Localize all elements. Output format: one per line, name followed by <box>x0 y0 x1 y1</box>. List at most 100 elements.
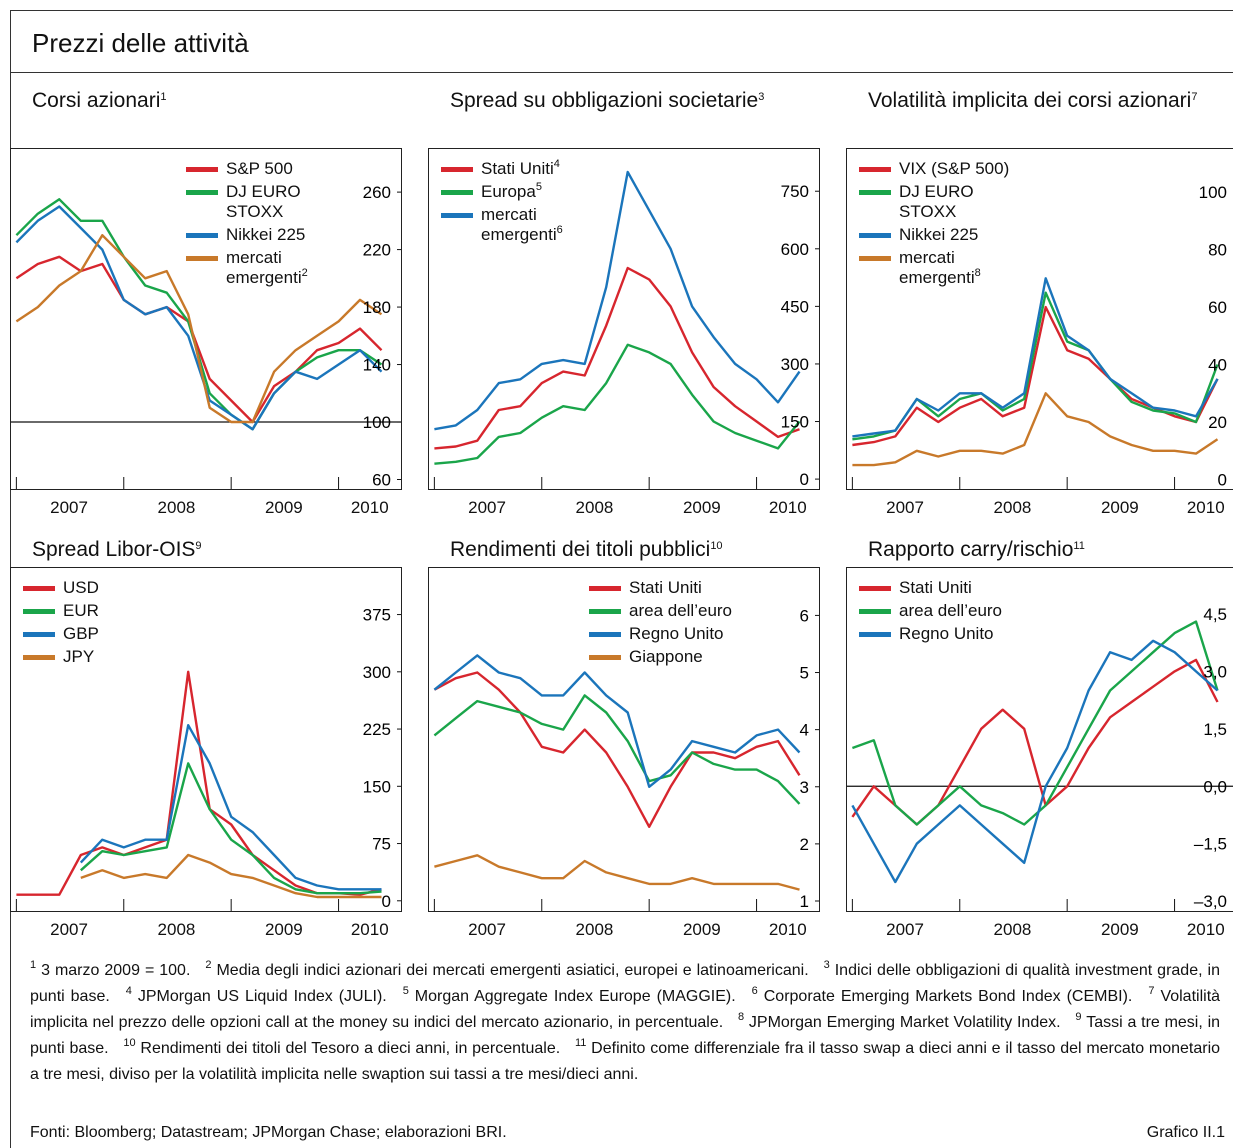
panel-title-ref: 7 <box>1191 91 1198 103</box>
y-tick-label: 40 <box>1208 356 1227 375</box>
footnote-ref: 2 <box>205 959 212 971</box>
legend-swatch <box>23 609 55 614</box>
legend-label: area dell’euro <box>899 601 1017 621</box>
legend-swatch <box>859 190 891 195</box>
legend-item: area dell’euro <box>859 601 1017 621</box>
x-tick-label: 2007 <box>50 498 88 517</box>
panel-title: Corsi azionari1 <box>32 88 422 113</box>
y-tick-label: 75 <box>372 835 391 854</box>
legend-name: DJ EURO STOXX <box>226 182 301 221</box>
footnote-text: Media degli indici azionari dei mercati … <box>216 962 809 979</box>
footnote: 1 3 marzo 2009 = 100. <box>30 960 191 980</box>
legend-name: Nikkei 225 <box>899 225 979 244</box>
y-tick-label: 80 <box>1208 241 1227 260</box>
x-tick-label: 2007 <box>886 498 924 517</box>
legend-label: GBP <box>63 624 181 644</box>
legend-swatch <box>441 213 473 218</box>
y-tick-label: 0 <box>382 892 391 911</box>
footnote-text: Definito come differenziale fra il tasso… <box>30 1040 1221 1083</box>
panel-title-ref: 1 <box>160 91 167 103</box>
legend-label: area dell’euro <box>629 601 747 621</box>
y-tick-label: 1 <box>800 892 809 911</box>
legend-item: Stati Uniti4 <box>441 159 599 179</box>
legend-label: DJ EURO STOXX <box>226 182 344 222</box>
series-line <box>15 205 383 431</box>
footnote: 6 Corporate Emerging Markets Bond Index … <box>751 985 1133 1006</box>
y-tick-label: 100 <box>1199 183 1227 202</box>
legend-swatch <box>186 256 218 261</box>
plot-box: 0 75 150 225 300 375 USD EUR GBP JPY <box>10 567 402 912</box>
x-tick-label: 2010 <box>768 498 807 517</box>
x-tick-label: 2008 <box>993 498 1032 517</box>
sources: Fonti: Bloomberg; Datastream; JPMorgan C… <box>30 1124 507 1141</box>
series-line <box>433 671 801 828</box>
footnote-text: 3 marzo 2009 = 100. <box>41 962 191 979</box>
footnote-ref: 8 <box>738 1011 745 1023</box>
footnote-ref: 5 <box>402 985 409 997</box>
series-line <box>79 724 382 891</box>
footnote-ref: 9 <box>1075 1011 1082 1023</box>
panel-title: Spread Libor-OIS9 <box>32 537 422 562</box>
x-tick-label: 2008 <box>157 920 196 939</box>
footnote-text: Volatilità implicita nel prezzo delle op… <box>30 988 1221 1031</box>
legend-label: VIX (S&P 500) <box>899 159 1017 179</box>
y-tick-label: 600 <box>781 240 809 259</box>
legend-item: EUR <box>23 601 181 621</box>
legend-name: S&P 500 <box>226 159 293 178</box>
series-line <box>433 694 801 805</box>
legend-item: Regno Unito <box>589 624 747 644</box>
footnote: 5 Morgan Aggregate Index Europe (MAGGIE)… <box>402 985 736 1006</box>
panel-title-text: Corsi azionari <box>32 89 161 112</box>
x-tick-label: 2007 <box>468 498 506 517</box>
legend-name: area dell’euro <box>629 601 733 620</box>
y-tick-label: 0 <box>800 470 809 489</box>
footnote-text: JPMorgan US Liquid Index (JULI). <box>137 988 387 1005</box>
footnote: 10 Rendimenti dei titoli del Tesoro a di… <box>123 1038 560 1058</box>
legend-label: EUR <box>63 601 181 621</box>
y-tick-label: 450 <box>781 297 809 316</box>
legend-label: Regno Unito <box>899 624 1017 644</box>
x-tick-label: 2007 <box>50 920 88 939</box>
legend-swatch <box>859 167 891 172</box>
legend-name: Regno Unito <box>629 624 724 643</box>
legend-swatch <box>859 256 891 261</box>
legend-swatch <box>589 609 621 614</box>
plot: 0 75 150 225 300 375 <box>15 606 401 911</box>
plot: 0 20 40 60 80 100 <box>851 183 1227 489</box>
legend-swatch <box>589 632 621 637</box>
footnote: 7 Volatilità implicita nel prezzo delle … <box>30 985 1221 1032</box>
legend-name: Nikkei 225 <box>226 225 306 244</box>
legend: Stati Uniti4 Europa5 mercati emergenti6 <box>441 159 599 248</box>
legend-item: GBP <box>23 624 181 644</box>
legend-item: JPY <box>23 647 181 667</box>
legend-swatch <box>23 655 55 660</box>
panel-title-text: Spread Libor-OIS <box>32 538 196 561</box>
footnote: 2 Media degli indici azionari dei mercat… <box>205 959 809 980</box>
legend-item: DJ EURO STOXX <box>186 182 344 222</box>
legend-name: mercati emergenti <box>481 205 557 244</box>
footnote-ref: 6 <box>751 985 758 997</box>
legend-name: Giappone <box>629 647 703 666</box>
legend: VIX (S&P 500) DJ EURO STOXX Nikkei 225 merc… <box>859 159 1017 291</box>
x-tick-label: 2010 <box>350 498 389 517</box>
legend-ref: 6 <box>556 224 563 236</box>
x-tick-label: 2007 <box>468 920 506 939</box>
legend-item: mercati emergenti2 <box>186 248 344 288</box>
panel-title: Spread su obbligazioni societarie3 <box>450 88 840 113</box>
header-rule <box>10 72 1233 73</box>
legend-item: Nikkei 225 <box>859 225 1017 245</box>
footnote-ref: 4 <box>125 985 132 997</box>
legend-name: Europa <box>481 182 536 201</box>
y-tick-label: 100 <box>363 413 391 432</box>
x-tick-label: 2009 <box>682 920 721 939</box>
series-line <box>434 266 800 450</box>
y-tick-label: 5 <box>800 664 809 683</box>
legend-label: Stati Uniti <box>899 578 1017 598</box>
series-line <box>851 658 1219 826</box>
y-tick-label: 150 <box>363 777 391 796</box>
footnote-ref: 7 <box>1148 985 1155 997</box>
panel-title-text: Spread su obbligazioni societarie <box>450 89 759 112</box>
plot-box: 60 100 140 180 220 260 S&P 500 DJ EURO STOXX Nik… <box>10 148 402 490</box>
series-line <box>80 853 382 899</box>
